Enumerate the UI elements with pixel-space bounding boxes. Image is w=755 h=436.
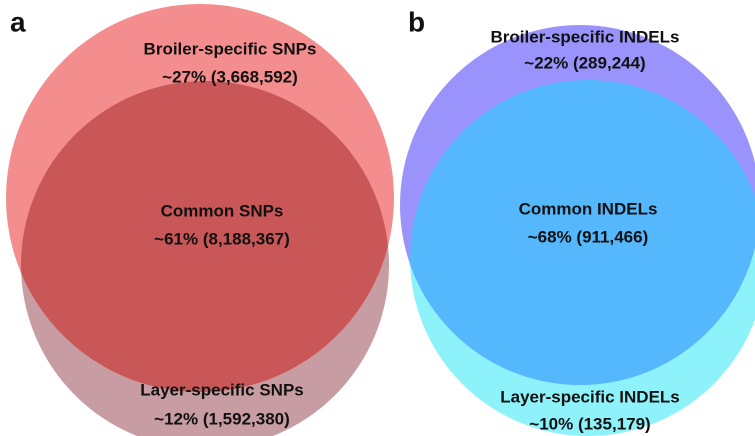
region-name: Common INDELs [519, 199, 658, 218]
venn-a: a Broiler-specific SNPs ~27% (3,668,592)… [6, 4, 394, 436]
region-name: Layer-specific INDELs [500, 387, 680, 406]
common-region [21, 81, 389, 392]
panel-label: a [10, 6, 26, 37]
region-value: ~61% (8,188,367) [154, 229, 290, 248]
region-value: ~68% (911,466) [528, 227, 649, 246]
region-name: Common SNPs [161, 201, 284, 220]
common-region [410, 80, 755, 385]
region-name: Broiler-specific SNPs [144, 39, 317, 58]
region-name: Broiler-specific INDELs [491, 27, 680, 46]
venn-b: b Broiler-specific INDELs ~22% (289,244)… [400, 6, 755, 436]
region-value: ~10% (135,179) [529, 414, 650, 433]
region-value: ~12% (1,592,380) [154, 409, 290, 428]
region-value: ~27% (3,668,592) [162, 67, 298, 86]
region-name: Layer-specific SNPs [140, 380, 303, 399]
panel-label: b [408, 6, 425, 37]
region-value: ~22% (289,244) [524, 53, 645, 72]
